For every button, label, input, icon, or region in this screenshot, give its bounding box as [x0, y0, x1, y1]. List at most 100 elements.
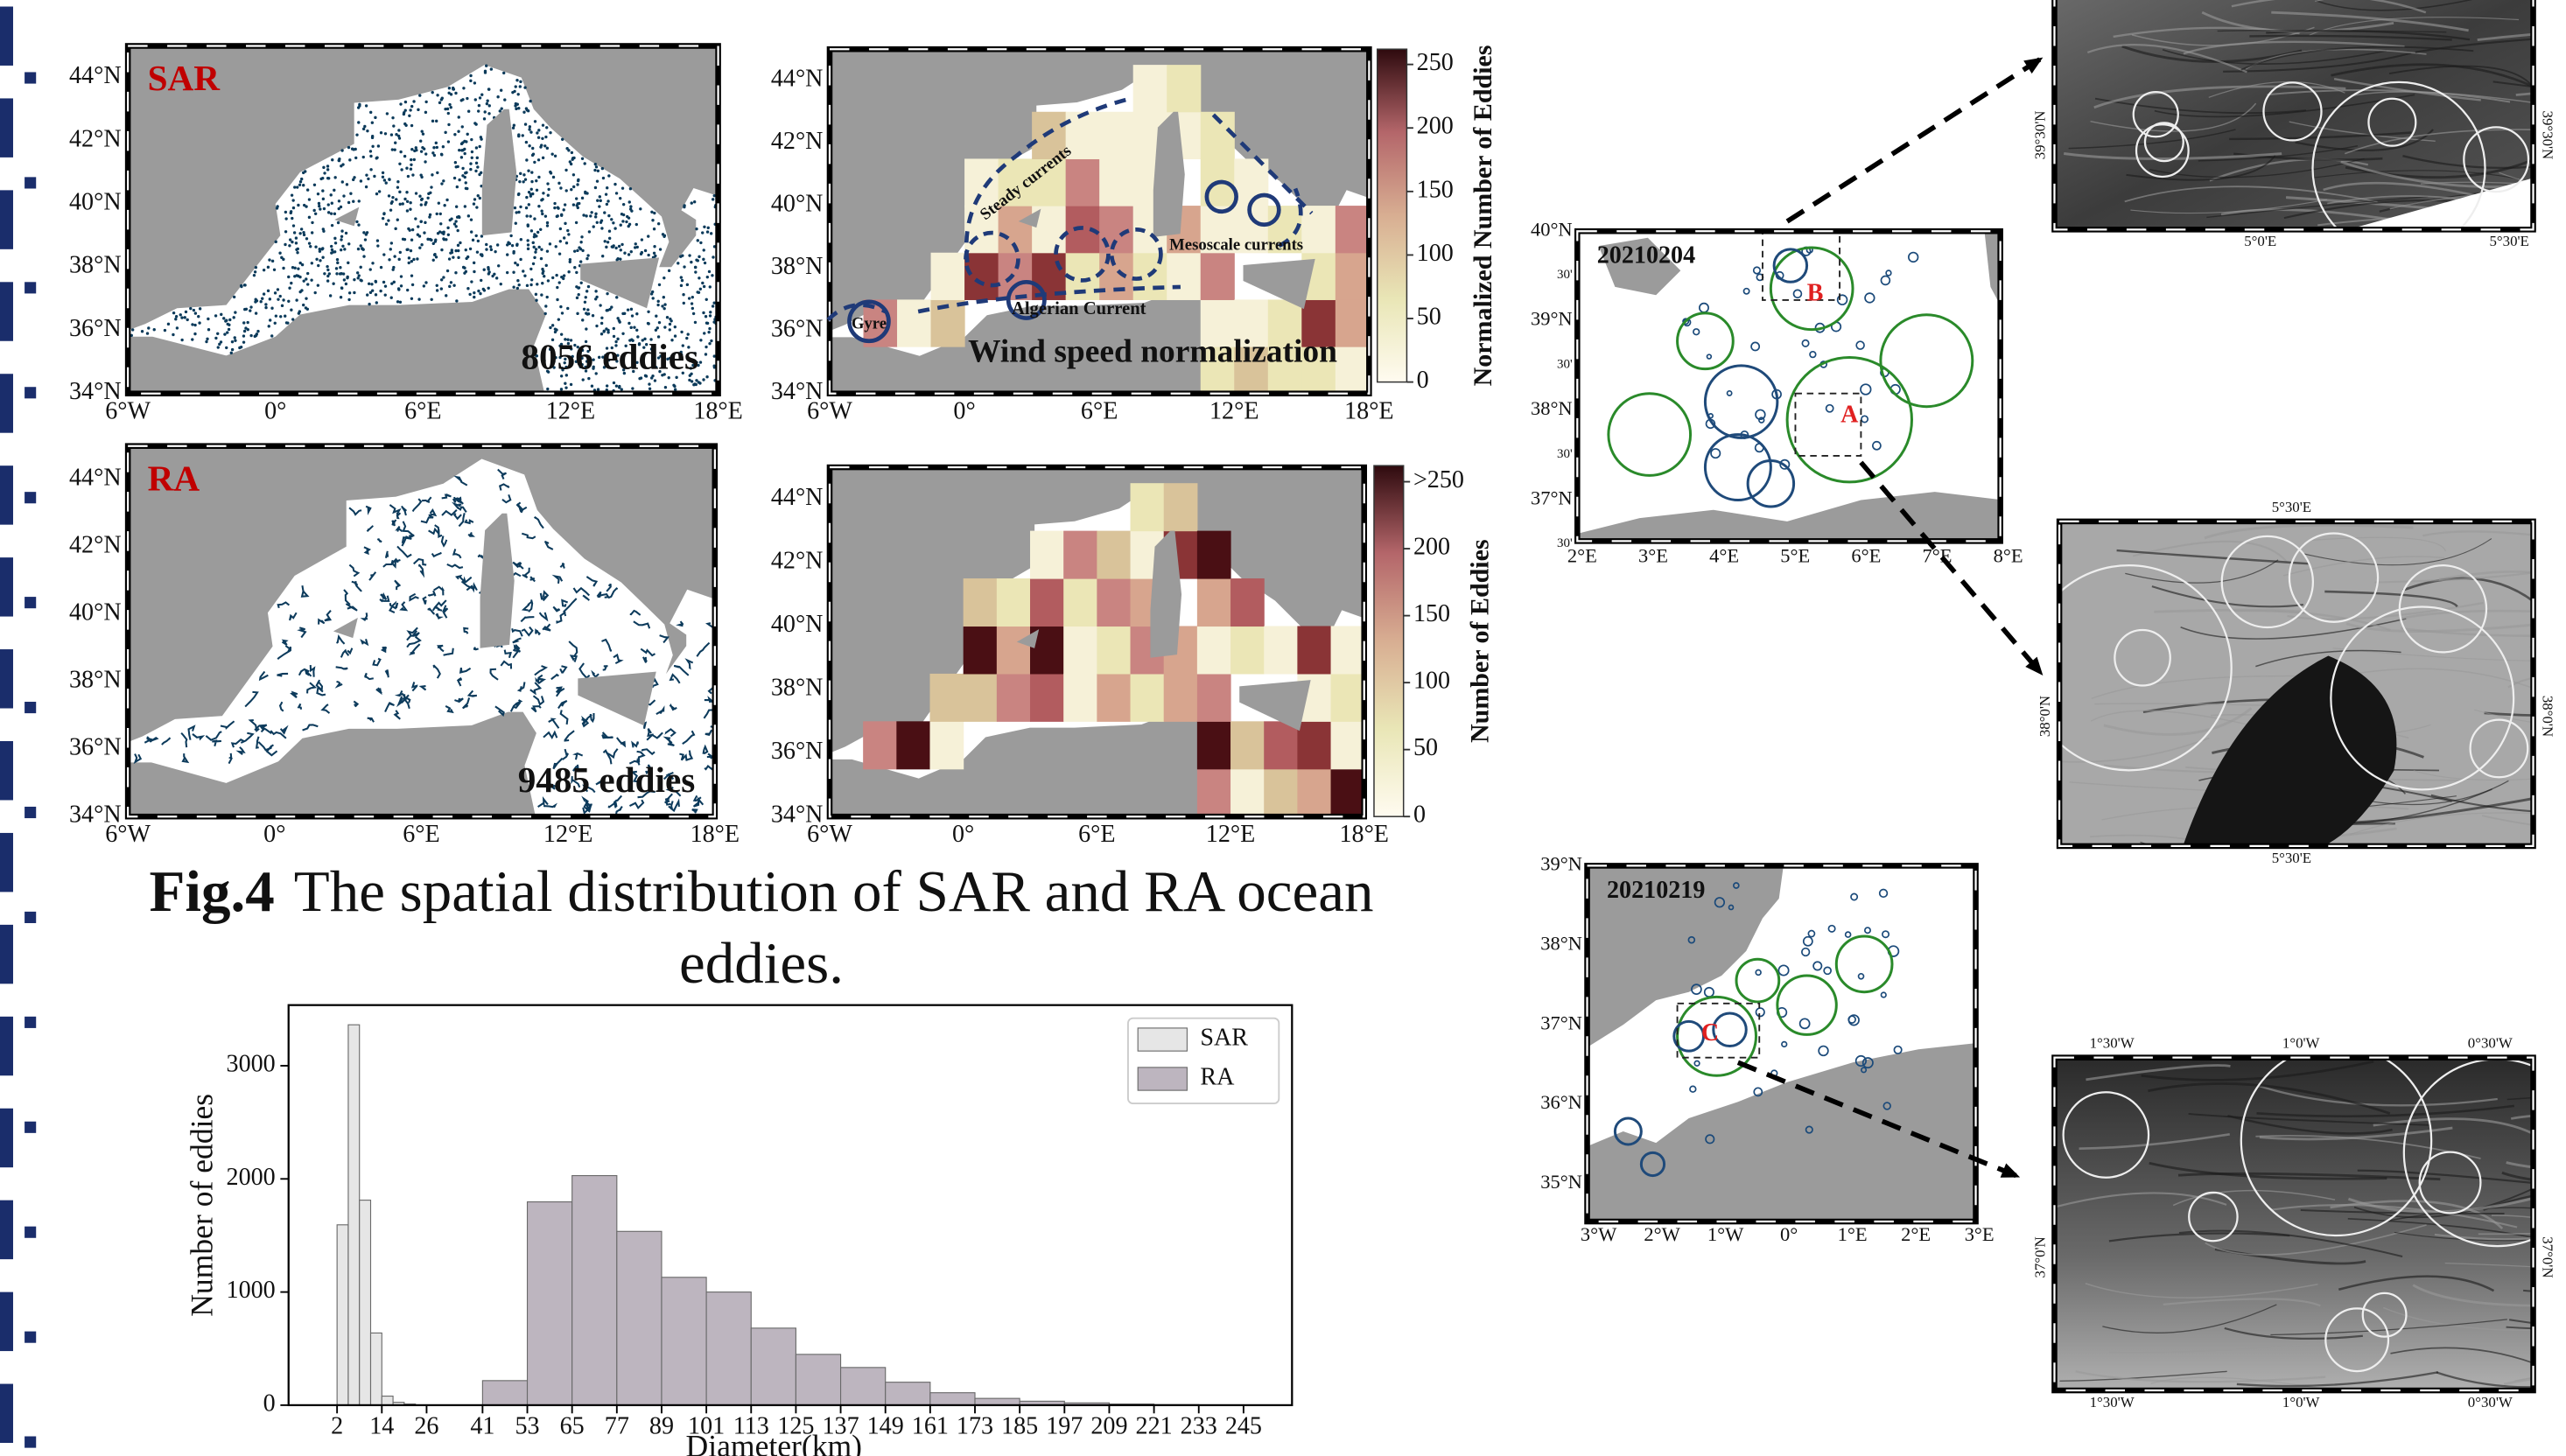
lon-label: 1°0'W	[2282, 1035, 2320, 1052]
border-dash	[0, 833, 13, 892]
eddy-dot	[526, 284, 529, 287]
eddy-dot	[479, 197, 481, 200]
eddy-dot	[306, 272, 309, 275]
eddy-dot	[465, 248, 467, 251]
eddy-dot	[220, 340, 222, 343]
eddy-dot	[271, 260, 274, 262]
eddy-dot	[242, 321, 245, 324]
eddy-dot	[683, 302, 685, 304]
eddy-dot	[536, 231, 539, 234]
eddy-dot	[473, 270, 475, 273]
eddy-dot	[402, 202, 404, 205]
eddy-dot	[249, 334, 252, 337]
eddy-dot	[389, 248, 392, 250]
heat-cell	[1197, 626, 1231, 674]
eddy-dot	[415, 146, 417, 149]
eddy-dot	[563, 236, 565, 239]
eddy-dot	[362, 128, 365, 130]
eddy-dot	[233, 296, 235, 298]
eddy-dot	[172, 333, 174, 336]
eddy-dot	[416, 257, 418, 260]
eddy-dot	[270, 307, 273, 310]
eddy-dot	[423, 147, 425, 150]
eddy-dot	[576, 312, 578, 315]
heat-cell	[1063, 531, 1097, 579]
eddy-dot	[319, 178, 322, 180]
eddy-dot	[563, 208, 565, 211]
heat-cell	[1201, 253, 1235, 300]
eddy-dot	[410, 164, 412, 166]
eddy-dot	[431, 120, 434, 122]
lat-label: 36°N	[69, 315, 122, 342]
eddy-dot	[302, 184, 305, 186]
eddy-dot	[474, 170, 477, 172]
eddy-dot	[603, 330, 606, 332]
lon-label: 18°E	[693, 398, 742, 425]
eddy-dot	[515, 85, 517, 88]
eddy-dot	[564, 203, 566, 206]
eddy-dot	[298, 312, 300, 314]
eddy-dot	[330, 212, 333, 214]
figure: 44°N42°N40°N38°N36°N34°N6°W0°6°E12°E18°E…	[0, 0, 2566, 1456]
x-tick-label: 233	[1181, 1413, 1217, 1440]
eddy-dot	[322, 228, 325, 230]
eddy-dot	[529, 130, 532, 133]
eddy-dot	[699, 339, 702, 341]
eddy-dot	[398, 163, 401, 165]
eddy-dot	[478, 145, 480, 148]
eddy-dot	[614, 247, 617, 249]
eddy-dot	[620, 224, 622, 227]
eddy-dot	[691, 296, 694, 298]
lon-label: 12°E	[1206, 821, 1255, 848]
border-square	[25, 492, 36, 503]
eddy-dot	[630, 209, 633, 212]
eddy-dot	[436, 213, 438, 215]
eddy-dot	[710, 340, 712, 342]
eddy-dot	[651, 219, 654, 221]
eddy-dot	[494, 250, 496, 253]
eddy-dot	[475, 234, 478, 237]
eddy-dot	[540, 257, 543, 260]
caption-text: The spatial distribution of SAR and RA o…	[294, 859, 1374, 996]
eddy-dot	[641, 238, 643, 241]
eddy-dot	[664, 386, 667, 388]
eddy-dot	[477, 109, 480, 112]
eddy-dot	[517, 107, 520, 109]
eddy-dot	[392, 124, 395, 127]
eddy-dot	[246, 321, 249, 324]
histogram-bar	[930, 1393, 975, 1405]
eddy-dot	[550, 152, 553, 155]
heat-cell	[964, 253, 999, 300]
eddy-dot	[393, 255, 396, 257]
eddy-dot	[277, 298, 279, 300]
eddy-dot	[629, 187, 632, 190]
eddy-dot	[340, 286, 343, 289]
eddy-dot	[279, 295, 282, 298]
eddy-dot	[400, 275, 403, 277]
eddy-dot	[542, 272, 544, 275]
case-map: AB	[1574, 221, 2004, 544]
eddy-dot	[622, 203, 625, 206]
eddy-dot	[546, 182, 549, 185]
eddy-dot	[382, 176, 384, 178]
eddy-dot	[658, 284, 661, 286]
eddy-dot	[411, 173, 414, 176]
eddy-dot	[584, 191, 586, 193]
eddy-dot	[707, 227, 710, 229]
eddy-dot	[544, 312, 547, 315]
eddy-dot	[649, 388, 651, 390]
eddy-dot	[360, 179, 362, 182]
eddy-dot	[606, 186, 608, 189]
eddy-dot	[228, 324, 230, 326]
eddy-dot	[365, 104, 368, 107]
eddy-dot	[585, 296, 587, 298]
eddy-dot	[701, 282, 704, 284]
eddy-dot	[242, 334, 245, 337]
eddy-dot	[450, 217, 452, 220]
eddy-dot	[567, 270, 570, 273]
eddy-dot	[386, 112, 389, 115]
eddy-dot	[661, 304, 663, 307]
eddy-dot	[527, 248, 529, 250]
eddy-dot	[517, 284, 520, 286]
colorbar-title: Number of Eddies	[1466, 539, 1495, 743]
